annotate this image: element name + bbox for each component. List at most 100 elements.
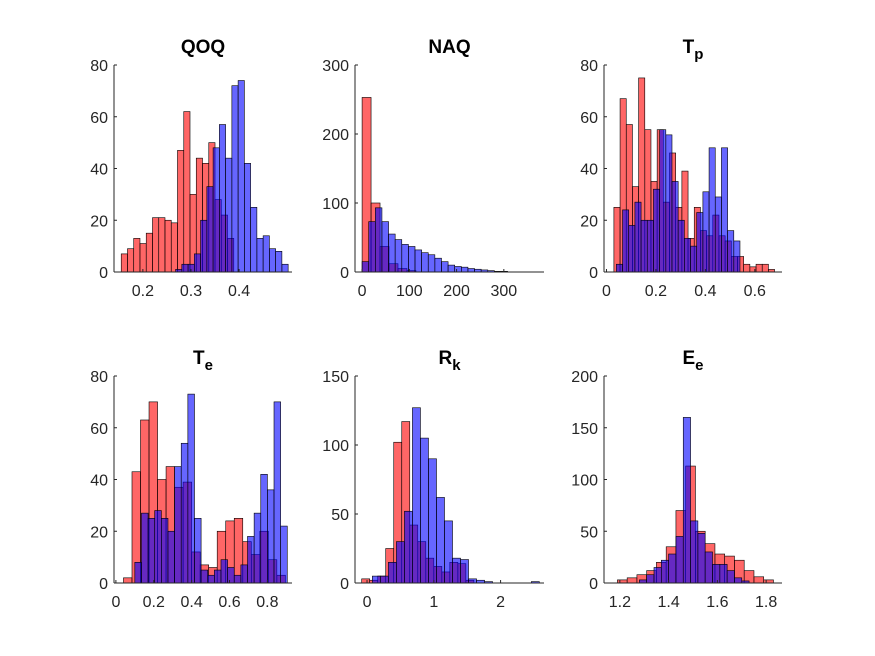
- bar: [219, 124, 226, 273]
- bar: [420, 437, 429, 584]
- y-tick-label: 100: [322, 196, 349, 213]
- histogram-panel-2: 0 100 200 300 0 100 200 300 NAQ: [322, 37, 544, 300]
- y-tick-label: 100: [322, 438, 349, 455]
- y-tick-label: 200: [571, 369, 598, 386]
- bar: [247, 536, 255, 584]
- y-tick-label: 20: [90, 524, 108, 541]
- bar: [269, 248, 276, 273]
- x-tick-label: 200: [443, 283, 470, 300]
- bar: [227, 567, 235, 584]
- y-tick-label: 0: [340, 576, 349, 593]
- panel-title-main: T: [193, 348, 205, 369]
- bar: [401, 244, 409, 273]
- bar: [233, 574, 242, 584]
- bar: [200, 569, 209, 584]
- bar: [743, 263, 751, 273]
- bar: [187, 393, 195, 584]
- panel-title: Ee: [682, 348, 703, 374]
- bar: [267, 489, 275, 584]
- bar: [712, 564, 721, 584]
- bar: [256, 238, 264, 273]
- bar: [702, 191, 710, 273]
- bar: [273, 401, 281, 584]
- bar: [434, 257, 442, 273]
- bar: [275, 251, 283, 273]
- bar: [194, 518, 202, 584]
- x-tick-label: 0.6: [744, 283, 766, 300]
- bar: [154, 510, 162, 584]
- y-tick-label: 0: [340, 265, 349, 282]
- bar: [372, 575, 381, 584]
- bar: [220, 559, 228, 584]
- bar: [671, 181, 679, 273]
- bar: [467, 268, 475, 273]
- bar: [452, 557, 461, 584]
- y-tick-label: 60: [90, 110, 108, 127]
- bar: [460, 559, 469, 584]
- bar: [427, 254, 436, 273]
- bar: [164, 219, 172, 273]
- bar: [262, 235, 270, 273]
- bar: [240, 564, 248, 584]
- bar: [361, 261, 370, 273]
- bar: [253, 512, 262, 584]
- bar: [260, 474, 268, 584]
- bar: [412, 407, 421, 584]
- bar: [147, 518, 156, 584]
- bar: [181, 263, 189, 273]
- bar: [696, 212, 704, 273]
- bar: [755, 263, 763, 273]
- bar: [404, 510, 413, 584]
- y-tick-label: 20: [90, 213, 108, 230]
- bar: [640, 219, 648, 273]
- y-tick-label: 20: [580, 213, 598, 230]
- bar: [207, 574, 215, 584]
- panel-title-main: T: [683, 37, 695, 58]
- x-tick-label: 1.8: [755, 594, 777, 611]
- bar: [388, 561, 397, 584]
- bar: [183, 111, 191, 273]
- bar: [675, 536, 684, 584]
- y-tick-label: 50: [580, 524, 598, 541]
- bar: [447, 264, 455, 273]
- panel-title-main: QOQ: [181, 37, 225, 58]
- x-tick-label: 0: [358, 283, 367, 300]
- x-tick-label: 0.4: [181, 594, 203, 611]
- panel-title-subscript: e: [695, 357, 703, 374]
- bar: [708, 147, 716, 273]
- bar: [441, 261, 449, 273]
- bar: [152, 217, 160, 273]
- y-tick-label: 0: [589, 265, 598, 282]
- bar: [396, 541, 405, 584]
- bar: [170, 222, 178, 273]
- bar: [225, 157, 233, 273]
- bar: [414, 249, 422, 273]
- bar: [167, 530, 175, 584]
- bar: [375, 207, 383, 273]
- y-tick-label: 0: [99, 265, 108, 282]
- x-tick-label: 0.4: [694, 283, 716, 300]
- bar: [634, 201, 642, 273]
- bar: [281, 263, 289, 273]
- x-tick-label: 100: [396, 283, 423, 300]
- bar: [697, 533, 706, 584]
- bar: [174, 466, 182, 584]
- bar: [726, 570, 735, 584]
- bar: [361, 578, 370, 584]
- panel-title: Rk: [438, 348, 461, 374]
- bar: [231, 85, 239, 273]
- bar: [177, 150, 185, 273]
- y-tick-label: 0: [99, 576, 108, 593]
- bar: [454, 266, 462, 273]
- panel-title-subscript: k: [452, 357, 461, 374]
- bar: [665, 134, 673, 273]
- bar: [421, 252, 429, 273]
- y-tick-label: 40: [90, 162, 108, 179]
- panel-title: QOQ: [181, 37, 225, 58]
- bar: [214, 569, 222, 584]
- bar: [244, 163, 251, 273]
- x-tick-label: 0.2: [132, 283, 154, 300]
- bar: [668, 553, 677, 584]
- bar: [761, 263, 769, 273]
- bar: [626, 577, 638, 584]
